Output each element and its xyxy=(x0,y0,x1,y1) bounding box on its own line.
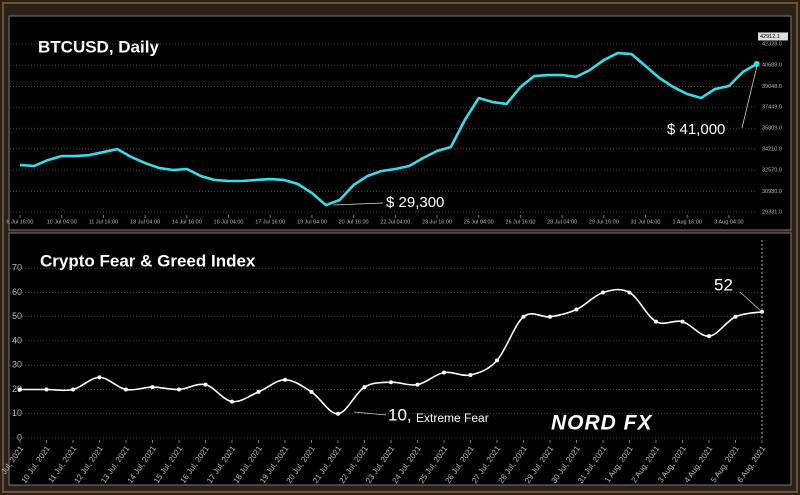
data-line xyxy=(19,51,758,207)
y-tick-label: 30930.0 xyxy=(762,189,782,195)
data-point xyxy=(336,411,340,416)
data-point xyxy=(680,319,685,324)
annotation: $ 41,000 xyxy=(667,121,725,138)
annotation: 10, xyxy=(388,405,412,424)
data-point xyxy=(601,290,605,295)
y-tick-label: 34210.0 xyxy=(762,146,782,152)
data-point xyxy=(44,387,49,392)
x-tick-label: 31 Jul 04:00 xyxy=(631,219,661,225)
annotation: Extreme Fear xyxy=(416,411,489,425)
x-tick-label: 25 Jul 04:00 xyxy=(464,219,494,225)
data-point xyxy=(230,399,234,404)
x-tick-label: 26 Jul 16:00 xyxy=(505,219,535,225)
data-point xyxy=(733,314,738,319)
y-tick-label: 30 xyxy=(12,360,22,370)
data-point xyxy=(521,314,526,319)
y-tick-label: 10 xyxy=(12,408,22,418)
data-point xyxy=(495,358,499,363)
data-point xyxy=(627,290,632,295)
x-tick-label: 29 Jul 16:00 xyxy=(589,219,619,225)
annotation: 52 xyxy=(714,275,733,294)
data-point xyxy=(654,319,658,324)
price-tag xyxy=(758,32,788,41)
leader xyxy=(353,411,387,416)
price-panel xyxy=(8,15,792,231)
data-point xyxy=(283,377,287,382)
y-tick-label: 20 xyxy=(12,384,22,394)
x-tick-label: 28 Jul 04:00 xyxy=(547,219,577,225)
x-tick-label: 14 Jul 16:00 xyxy=(172,219,202,225)
leader xyxy=(741,65,758,129)
y-tick-label: 0 xyxy=(17,432,22,442)
index-panel xyxy=(8,232,792,486)
y-tick-label: 42328.0 xyxy=(762,41,782,47)
y-tick-label: 40688.0 xyxy=(762,63,782,69)
data-point xyxy=(574,307,579,312)
data-point xyxy=(177,387,181,392)
data-point xyxy=(415,382,420,387)
x-tick-label: 3 Aug 04:00 xyxy=(714,219,743,225)
data-point xyxy=(707,334,711,339)
x-tick-label: 1 Aug 16:00 xyxy=(673,219,702,225)
x-tick-label: 16 Jul 04:00 xyxy=(214,219,244,225)
leader xyxy=(739,291,763,313)
data-point xyxy=(309,389,314,394)
annotation: $ 29,300 xyxy=(386,194,444,211)
y-tick-label: 50 xyxy=(12,311,22,321)
y-tick-label: 35809.0 xyxy=(762,126,782,132)
x-tick-label: 13 Jul 04:00 xyxy=(130,219,160,225)
index-title: Crypto Fear & Greed Index xyxy=(40,251,256,270)
data-point xyxy=(71,387,75,392)
y-tick-label: 37449.0 xyxy=(762,105,782,111)
y-tick-label: 40 xyxy=(12,335,22,345)
x-tick-label: 17 Jul 16:00 xyxy=(255,219,285,225)
data-point xyxy=(203,382,208,387)
data-point xyxy=(362,385,367,390)
data-point xyxy=(753,61,760,68)
price-tag-label: 42912.1 xyxy=(760,34,780,40)
logo: NORD FX xyxy=(551,412,653,435)
data-point xyxy=(548,314,552,319)
data-point xyxy=(468,372,473,377)
x-tick-label: 6 Jul 16:00 xyxy=(7,219,34,225)
x-tick-label: 11 Jul 16:00 xyxy=(89,219,119,225)
x-tick-label: 10 Jul 04:00 xyxy=(47,219,77,225)
data-point xyxy=(124,387,128,392)
x-tick-label: 22 Jul 04:00 xyxy=(380,219,410,225)
y-tick-label: 70 xyxy=(12,263,22,273)
y-tick-label: 60 xyxy=(12,287,22,297)
data-point xyxy=(442,370,446,375)
data-point xyxy=(150,385,155,390)
y-tick-label: 29331.0 xyxy=(762,209,782,215)
data-point xyxy=(97,375,102,380)
y-tick-label: 39048.0 xyxy=(762,84,782,90)
y-tick-label: 32570.0 xyxy=(762,168,782,174)
data-point xyxy=(18,387,22,392)
data-point xyxy=(389,380,393,385)
x-tick-label: 23 Jul 16:00 xyxy=(422,219,452,225)
x-tick-label: 19 Jul 04:00 xyxy=(297,219,327,225)
leader xyxy=(332,202,384,206)
data-point xyxy=(256,389,261,394)
price-title: BTCUSD, Daily xyxy=(38,37,159,56)
x-tick-label: 20 Jul 16:00 xyxy=(339,219,369,225)
